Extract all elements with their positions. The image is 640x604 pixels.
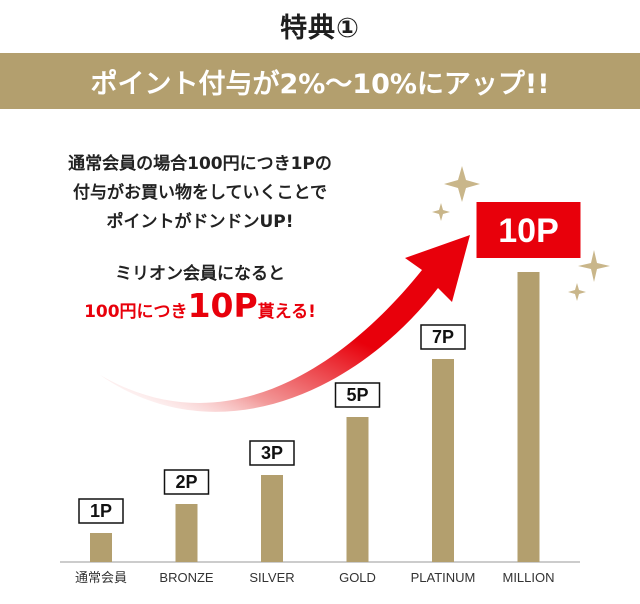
x-tick-label: MILLION [502, 570, 554, 585]
value-label-box [420, 324, 466, 350]
sparkle-icon [444, 166, 480, 202]
value-label: 2P [175, 472, 197, 492]
sparkle-icon [578, 250, 610, 282]
sparkle-icon [432, 203, 450, 221]
headline-banner-text: ポイント付与が2%〜10%にアップ!! [90, 68, 550, 100]
sparkle-icon [568, 283, 586, 301]
value-label: 5P [346, 385, 368, 405]
value-label-box [249, 440, 295, 466]
rate-callout: 100円につき10P貰える! [0, 286, 400, 325]
bar [175, 504, 198, 562]
value-label-box [78, 498, 124, 524]
description-line: 通常会員の場合100円につき1Pの [68, 154, 332, 174]
value-label: 3P [261, 443, 283, 463]
x-tick-label: GOLD [339, 570, 376, 585]
value-label-box [476, 202, 581, 258]
rate-value: 10P [187, 286, 258, 325]
bar [261, 475, 283, 562]
value-label: 7P [432, 327, 454, 347]
description-line: ポイントがドンドンUP! [106, 212, 294, 232]
rate-prefix: 100円につき [84, 302, 188, 322]
x-tick-label: PLATINUM [411, 570, 476, 585]
rate-suffix: 貰える! [257, 302, 316, 322]
headline-banner: ポイント付与が2%〜10%にアップ!! [0, 53, 640, 109]
bar [346, 417, 369, 562]
x-tick-label: 通常会員 [75, 570, 127, 585]
member-line: ミリオン会員になると [115, 264, 285, 284]
value-label-box [334, 382, 381, 408]
bar [90, 533, 112, 562]
value-label-box [163, 469, 210, 495]
value-label: 1P [90, 501, 112, 521]
x-tick-label: BRONZE [159, 570, 214, 585]
x-tick-label: SILVER [249, 570, 294, 585]
bar [517, 272, 540, 562]
description: 通常会員の場合100円につき1Pの 付与がお買い物をしていくことで ポイントがド… [0, 150, 400, 237]
bar [432, 359, 454, 562]
growth-arrow [100, 235, 470, 412]
value-label: 10P [498, 212, 559, 250]
description-line: 付与がお買い物をしていくことで [73, 183, 327, 203]
page-title: 特典① [280, 13, 360, 44]
